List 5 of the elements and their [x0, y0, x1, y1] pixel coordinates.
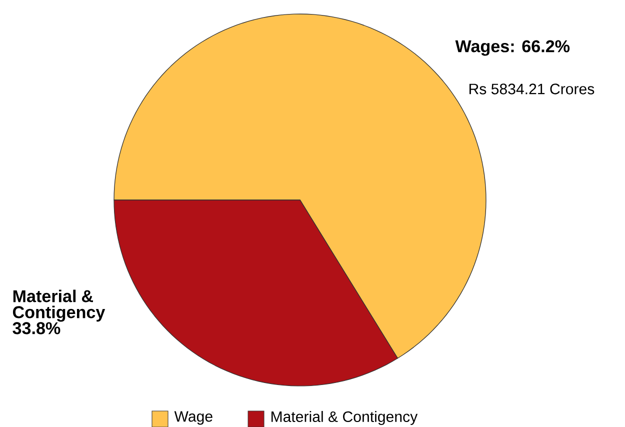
legend-label: Wage: [174, 411, 212, 425]
text: Rs 5834.21 Crores: [470, 84, 594, 94]
legend-label: Material & Contigency: [272, 410, 418, 425]
text: Wages: 66.2%: [455, 40, 570, 56]
text: Material & Contigency 33.8%: [12, 290, 106, 334]
